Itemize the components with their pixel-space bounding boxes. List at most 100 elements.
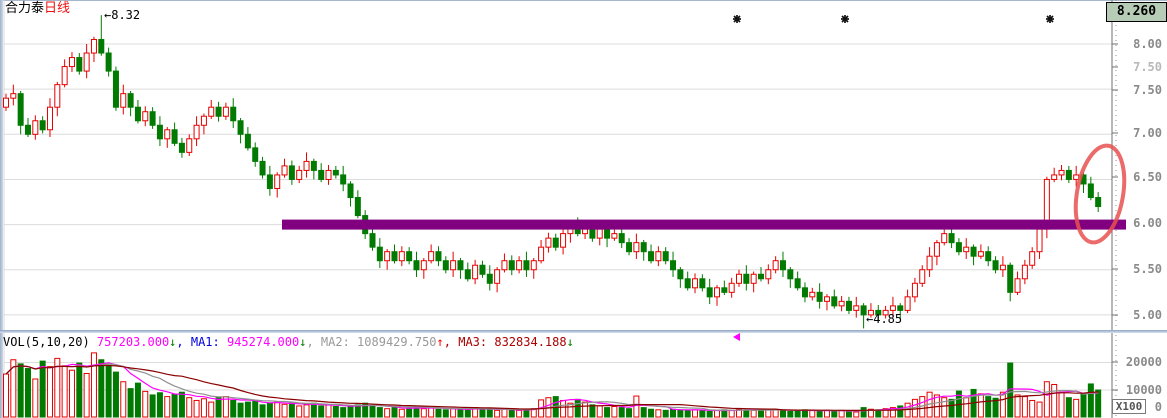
volume-bar[interactable] [611, 406, 618, 418]
candle-body[interactable] [985, 251, 992, 262]
candle-body[interactable] [156, 124, 163, 140]
volume-bar[interactable] [39, 360, 46, 418]
candle-body[interactable] [149, 111, 156, 126]
volume-bar[interactable] [662, 409, 669, 418]
candle-body[interactable] [472, 264, 479, 280]
volume-bar[interactable] [648, 408, 655, 418]
volume-bar[interactable] [779, 409, 786, 418]
candle-body[interactable] [296, 169, 303, 180]
candle-body[interactable] [376, 246, 383, 262]
candle-body[interactable] [90, 38, 97, 54]
candle-body[interactable] [728, 282, 735, 293]
candle-body[interactable] [127, 93, 134, 108]
candle-body[interactable] [259, 160, 266, 176]
volume-bar[interactable] [112, 371, 119, 418]
volume-bar[interactable] [464, 408, 471, 418]
candle-body[interactable] [303, 160, 310, 171]
volume-bar[interactable] [186, 397, 193, 418]
candle-body[interactable] [743, 273, 750, 284]
candle-body[interactable] [999, 264, 1006, 271]
volume-bar[interactable] [560, 399, 567, 418]
volume-bar[interactable] [787, 410, 794, 418]
volume-bar[interactable] [354, 404, 361, 418]
candle-body[interactable] [948, 233, 955, 244]
candle-body[interactable] [794, 278, 801, 289]
volume-bar[interactable] [1043, 381, 1050, 418]
volume-bar[interactable] [626, 408, 633, 418]
volume-bar[interactable] [977, 393, 984, 418]
candle-body[interactable] [626, 242, 633, 253]
candle-body[interactable] [435, 251, 442, 262]
volume-bar[interactable] [809, 409, 816, 418]
candle-body[interactable] [442, 260, 449, 271]
volume-bar[interactable] [318, 405, 325, 418]
candle-body[interactable] [32, 120, 39, 135]
volume-bar[interactable] [303, 404, 310, 418]
candle-body[interactable] [706, 287, 713, 298]
candle-body[interactable] [494, 269, 501, 284]
candle-body[interactable] [325, 169, 332, 180]
candle-body[interactable] [24, 124, 31, 135]
volume-bar[interactable] [76, 362, 83, 418]
candle-body[interactable] [648, 251, 655, 262]
volume-bar[interactable] [406, 407, 413, 418]
candle-body[interactable] [237, 120, 244, 135]
volume-bar[interactable] [1087, 383, 1094, 418]
volume-bar[interactable] [149, 394, 156, 418]
pane-splitter[interactable] [0, 330, 1167, 333]
candle-body[interactable] [457, 260, 464, 271]
volume-bar[interactable] [127, 388, 134, 418]
candle-body[interactable] [882, 309, 889, 316]
candle-body[interactable] [39, 120, 46, 131]
volume-bar[interactable] [391, 407, 398, 418]
candle-body[interactable] [736, 273, 742, 284]
volume-bar[interactable] [288, 402, 295, 418]
candle-body[interactable] [845, 300, 852, 311]
volume-bar[interactable] [369, 405, 376, 418]
volume-bar[interactable] [1029, 399, 1036, 418]
volume-bar[interactable] [450, 408, 457, 418]
candle-body[interactable] [582, 228, 589, 235]
candle-body[interactable] [406, 251, 413, 262]
candle-body[interactable] [853, 305, 860, 311]
candle-body[interactable] [244, 133, 251, 149]
volume-bar[interactable] [486, 409, 493, 418]
volume-bar[interactable] [296, 405, 303, 418]
volume-bar[interactable] [494, 409, 501, 418]
volume-bar[interactable] [171, 393, 178, 418]
volume-bar[interactable] [244, 401, 251, 418]
volume-bar[interactable] [757, 409, 764, 418]
candle-body[interactable] [252, 147, 259, 162]
volume-bar[interactable] [699, 409, 706, 418]
candle-body[interactable] [142, 111, 149, 122]
candle-body[interactable] [699, 278, 706, 289]
volume-bar[interactable] [32, 378, 39, 418]
support-resistance-line[interactable] [282, 219, 1126, 230]
volume-bar[interactable] [889, 407, 896, 418]
volume-bar[interactable] [853, 411, 860, 418]
volume-bar[interactable] [252, 399, 259, 418]
volume-bar[interactable] [867, 408, 874, 418]
candle-body[interactable] [941, 233, 948, 244]
candle-body[interactable] [516, 260, 523, 271]
candle-body[interactable] [340, 174, 347, 185]
candle-body[interactable] [889, 305, 896, 311]
volume-bar[interactable] [428, 407, 435, 418]
candle-body[interactable] [897, 305, 904, 311]
volume-bar[interactable] [992, 397, 999, 418]
volume-bar[interactable] [376, 407, 383, 418]
volume-bar[interactable] [230, 399, 237, 418]
volume-bar[interactable] [596, 405, 603, 418]
candle-body[interactable] [779, 260, 786, 271]
candle-body[interactable] [178, 142, 185, 153]
candle-body[interactable] [54, 84, 61, 108]
candle-body[interactable] [112, 70, 119, 108]
candle-body[interactable] [318, 169, 325, 180]
volume-bar[interactable] [882, 408, 889, 418]
candle-body[interactable] [552, 237, 559, 248]
candle-body[interactable] [970, 246, 977, 257]
volume-bar[interactable] [743, 409, 750, 418]
candle-body[interactable] [530, 260, 537, 271]
candle-body[interactable] [105, 52, 112, 72]
